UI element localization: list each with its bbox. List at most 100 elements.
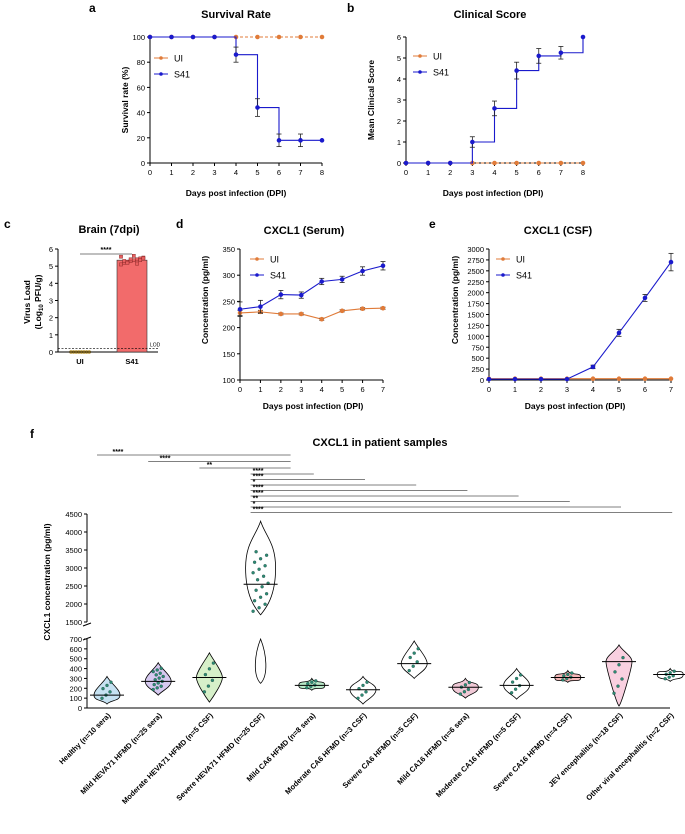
violin-dot-f [159, 666, 163, 670]
legend-label-b-ui: UI [433, 52, 442, 62]
data-point-b-ui [536, 160, 542, 166]
sig-label-f: ** [207, 462, 213, 469]
data-point-a-s41 [169, 34, 174, 40]
series-line-a-s41 [150, 36, 322, 141]
data-point-a-ui [276, 34, 282, 40]
data-point-b-s41 [514, 68, 519, 73]
title-e: CXCL1 (CSF) [524, 225, 593, 237]
legend-marker-d-s41 [255, 273, 259, 277]
violin-dot-f [251, 609, 255, 613]
y-tick-label-f: 0 [78, 704, 82, 713]
violin-dot-f [108, 690, 112, 694]
bar-c-s41 [116, 259, 148, 353]
data-point-d-s41 [258, 304, 263, 309]
violin-dot-f [255, 578, 260, 582]
y-tick-label-f: 2500 [65, 582, 82, 591]
legend-label-d-s41: S41 [270, 271, 286, 281]
violin-dot-f [415, 660, 419, 664]
y-tick-label-c: 3 [49, 297, 53, 306]
violin-dot-f [151, 687, 155, 692]
violin-f [254, 637, 267, 684]
y-tick-label-c: 6 [49, 245, 53, 254]
y-tick-label-e: 3000 [467, 245, 484, 254]
y-tick-label-a: 40 [137, 109, 145, 118]
x-tick-label-d: 4 [320, 385, 324, 394]
data-point-b-s41 [536, 53, 542, 59]
x-tick-label-b: 0 [404, 168, 408, 177]
sig-label-f: **** [160, 456, 171, 463]
violin-dot-f [463, 683, 468, 687]
data-point-a-ui [319, 34, 325, 40]
violin-dot-f [518, 673, 523, 677]
y-tick-label-d: 100 [222, 376, 235, 385]
y-tick-label-f: 400 [69, 665, 82, 674]
violin-dot-f [264, 553, 269, 557]
y-tick-label-f: 2000 [65, 600, 82, 609]
violin-f [93, 675, 121, 705]
violin-dot-f [263, 564, 267, 568]
data-point-e-s41 [486, 376, 492, 382]
y-tick-label-e: 1500 [467, 311, 484, 320]
violin-dot-f [412, 651, 416, 655]
sig-label-f: **** [112, 449, 123, 456]
data-point-a-s41 [190, 34, 196, 40]
violin-dot-f [158, 671, 162, 675]
title-a: Survival Rate [201, 9, 271, 21]
x-tick-label-d: 3 [299, 385, 303, 394]
violin-dot-f [252, 599, 257, 603]
data-point-a-s41 [212, 34, 217, 40]
violin-dot-f [365, 680, 369, 684]
y-tick-label-e: 2250 [467, 278, 484, 287]
panel-letter-d: d [176, 217, 183, 231]
violin-dot-f [251, 571, 255, 575]
xlabel-a: Days post infection (DPI) [186, 188, 287, 198]
violin-dot-f [157, 676, 161, 680]
violin-dot-f [155, 668, 159, 672]
x-tick-label-a: 5 [255, 168, 259, 177]
data-point-d-s41 [278, 292, 284, 297]
y-tick-label-b: 4 [397, 75, 401, 84]
legend-marker-a-s41 [159, 72, 163, 76]
bar-dot-c-s41 [141, 256, 146, 261]
violin-dot-f [154, 673, 158, 677]
violin-dot-f [513, 687, 518, 691]
bar-dot-c-s41 [128, 257, 133, 262]
y-tick-label-e: 2500 [467, 267, 484, 276]
ylabel-d: Concentration (pg/ml) [200, 256, 210, 344]
violin-dot-f [305, 686, 309, 690]
x-tick-label-a: 4 [234, 168, 238, 177]
category-label-f: Moderate CA16 HFMD (n=5 CSF) [434, 711, 522, 799]
x-tick-label-b: 6 [537, 168, 541, 177]
violin-dot-f [613, 670, 617, 674]
y-tick-label-f: 600 [69, 645, 82, 654]
violin-dot-f [509, 691, 514, 695]
x-tick-label-e: 2 [539, 385, 543, 394]
violin-dot-f [155, 686, 159, 690]
sig-label-c: **** [101, 247, 112, 254]
bar-dot-c-s41 [138, 258, 143, 262]
y-tick-label-b: 3 [397, 96, 401, 105]
xlabel-e: Days post infection (DPI) [525, 401, 626, 411]
data-point-e-s41 [642, 295, 648, 301]
x-tick-label-e: 1 [513, 385, 517, 394]
violin-dot-f [203, 672, 208, 677]
violin-dot-f [672, 669, 676, 673]
data-point-e-ui [642, 376, 648, 381]
bar-dot-c-s41 [119, 254, 123, 259]
y-tick-label-e: 2750 [467, 256, 484, 265]
data-point-d-ui [380, 305, 386, 311]
y-tick-label-c: 4 [49, 279, 53, 288]
y-tick-label-e: 0 [480, 376, 484, 385]
panel-letter-c: c [4, 217, 11, 231]
violin-f [298, 677, 326, 691]
violin-f [451, 677, 479, 699]
data-point-a-s41 [276, 138, 282, 143]
legend-label-e-s41: S41 [516, 271, 532, 281]
violin-dot-f [100, 696, 104, 700]
y-tick-label-b: 0 [397, 159, 401, 168]
sig-label-f: **** [253, 490, 264, 497]
y-tick-label-c: 1 [49, 331, 53, 340]
axis-break-f [82, 622, 92, 627]
